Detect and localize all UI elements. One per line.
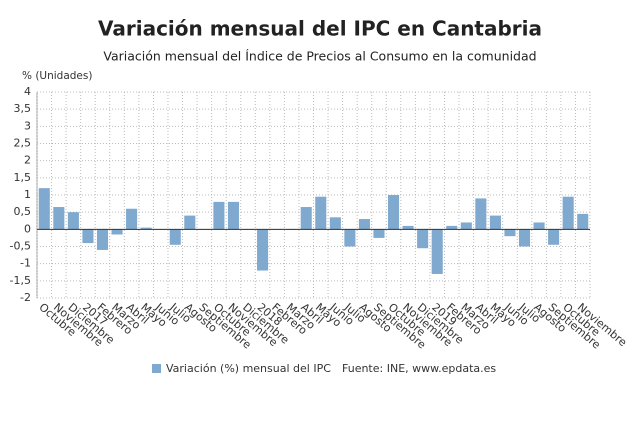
bar xyxy=(358,219,370,230)
bar xyxy=(562,196,574,230)
bar xyxy=(126,208,138,230)
chart-subtitle: Variación mensual del Índice de Precios … xyxy=(103,49,536,64)
bar xyxy=(388,195,400,230)
bar xyxy=(300,207,312,230)
bar xyxy=(373,229,385,238)
bar xyxy=(184,215,196,230)
bar xyxy=(518,229,531,247)
bar xyxy=(431,229,443,274)
bar xyxy=(446,225,458,230)
bar xyxy=(67,212,79,230)
legend-swatch xyxy=(152,364,161,373)
chart-title: Variación mensual del IPC en Cantabria xyxy=(98,17,542,41)
bar xyxy=(213,201,225,230)
y-tick-label: -2 xyxy=(20,291,31,304)
bar xyxy=(402,225,414,230)
bar xyxy=(82,229,94,244)
bar xyxy=(460,222,472,230)
bar xyxy=(96,229,109,250)
y-tick-label: 3 xyxy=(24,119,31,132)
y-tick-label: 1 xyxy=(24,188,31,201)
y-tick-label: 4 xyxy=(24,85,31,98)
bar xyxy=(329,217,341,230)
y-axis-label: % (Unidades) xyxy=(22,70,92,82)
bar xyxy=(344,229,356,247)
bar xyxy=(533,222,545,230)
y-tick-label: -1 xyxy=(20,257,31,270)
y-tick-label: -0,5 xyxy=(10,240,31,253)
y-tick-label: 2 xyxy=(24,154,31,167)
y-tick-label: -1,5 xyxy=(10,274,31,287)
y-tick-label: 0 xyxy=(24,222,31,235)
bar xyxy=(417,229,429,249)
bar xyxy=(577,213,589,230)
bar xyxy=(489,215,501,230)
bar xyxy=(227,201,239,230)
bar xyxy=(53,207,65,230)
bar xyxy=(38,188,50,230)
bar xyxy=(169,229,181,245)
bar xyxy=(548,229,560,245)
legend-label: Variación (%) mensual del IPC xyxy=(166,362,331,375)
bar xyxy=(504,229,516,237)
bar xyxy=(111,229,123,235)
bar xyxy=(140,227,152,230)
bar xyxy=(475,198,487,230)
bar xyxy=(257,229,269,271)
bar xyxy=(315,196,327,230)
y-tick-label: 0,5 xyxy=(14,205,32,218)
source: Fuente: INE, www.epdata.es xyxy=(342,362,496,375)
y-tick-label: 3,5 xyxy=(14,102,32,115)
y-tick-label: 2,5 xyxy=(14,137,32,150)
y-tick-label: 1,5 xyxy=(14,171,32,184)
